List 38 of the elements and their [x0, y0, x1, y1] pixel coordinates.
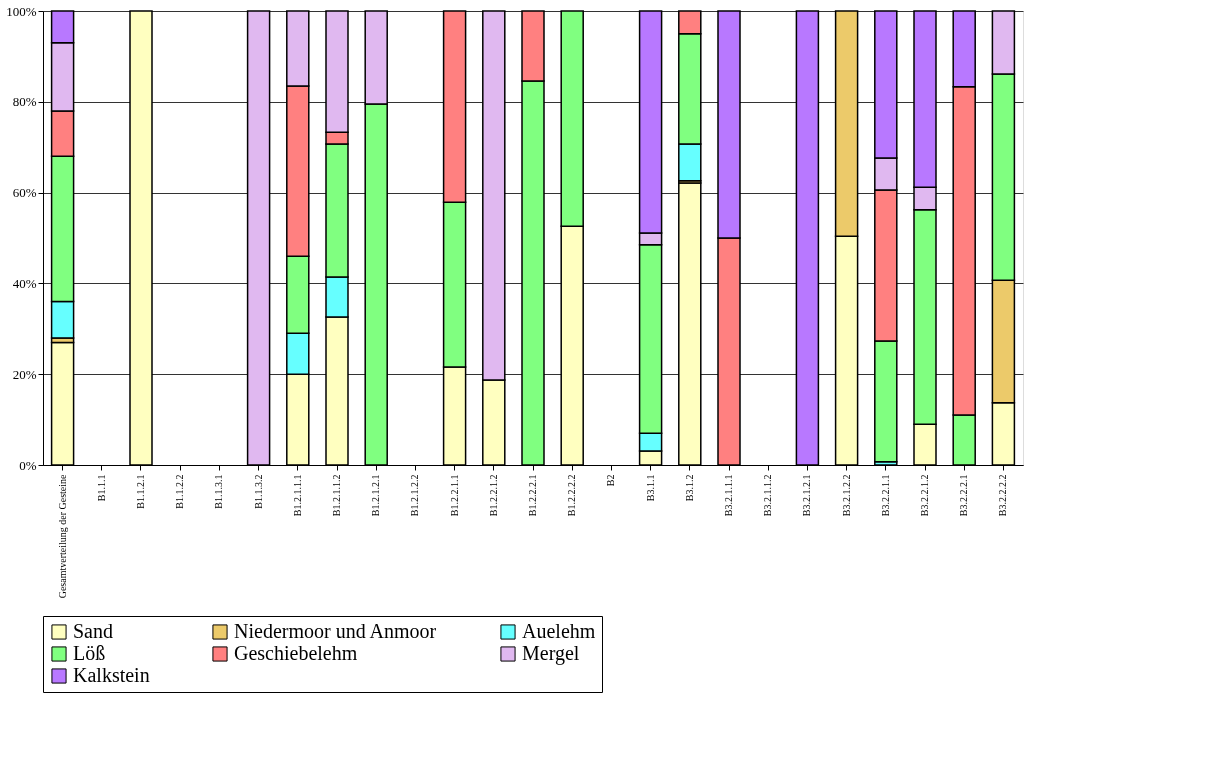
x-tick-label: B3.2.2.1.2	[919, 474, 930, 517]
x-tick-label: B1.2.2.2.2	[566, 474, 578, 517]
x-tick-label: B1.2.2.1.1	[448, 474, 460, 517]
x-tick-label: B1.1.2.2	[174, 474, 186, 509]
x-tick-label: B3.2.1.2.1	[801, 474, 813, 517]
legend-label: Niedermoor und Anmoor	[234, 620, 437, 642]
x-tick-label: B3.2.2.2.1	[958, 474, 970, 517]
x-tick-label: B1.1.3.2	[252, 474, 264, 509]
x-tick-label: B3.2.1.2.2	[840, 474, 852, 517]
y-tick-label: 100%	[6, 3, 37, 19]
x-tick-label: B1.2.1.1.1	[291, 474, 303, 517]
legend-label: Kalkstein	[73, 664, 150, 686]
y-tick-label: 40%	[12, 275, 37, 291]
legend-label: Löß	[73, 642, 106, 664]
x-tick-label: Gesamtverteilung der Gesteine	[56, 473, 68, 599]
y-tick-label: 0%	[19, 457, 37, 473]
x-tick-label: B3.2.2.1.1	[879, 474, 891, 517]
x-tick-label: B3.2.1.1.1	[723, 474, 734, 517]
x-tick-label: B3.2.2.2.2	[997, 474, 1009, 517]
x-tick-label: B3.1.1	[644, 474, 656, 502]
x-tick-label: B1.1.1	[95, 474, 107, 502]
y-tick-label: 60%	[12, 185, 37, 201]
x-tick-label: B1.2.2.2.1	[527, 474, 538, 517]
x-tick-label: B1.2.2.1.2	[487, 474, 499, 517]
y-tick-label: 80%	[12, 94, 37, 110]
x-tick-label: B1.1.2.1	[135, 474, 146, 509]
legend-label: Auelehm	[522, 620, 596, 642]
x-tick-label: B1.1.3.1	[213, 474, 225, 509]
x-tick-label: B1.2.1.2.2	[409, 474, 421, 517]
x-tick-label: B3.1.2	[683, 474, 695, 502]
y-tick-label: 20%	[12, 366, 37, 382]
x-tick-label: B1.2.1.2.1	[370, 474, 382, 517]
legend-label: Sand	[73, 620, 113, 642]
legend-label: Geschiebelehm	[234, 642, 358, 664]
x-tick-label: B3.2.1.1.2	[762, 474, 774, 517]
x-tick-label: B1.2.1.1.2	[331, 474, 342, 517]
legend-label: Mergel	[522, 642, 580, 665]
x-tick-label: B2	[605, 474, 617, 487]
